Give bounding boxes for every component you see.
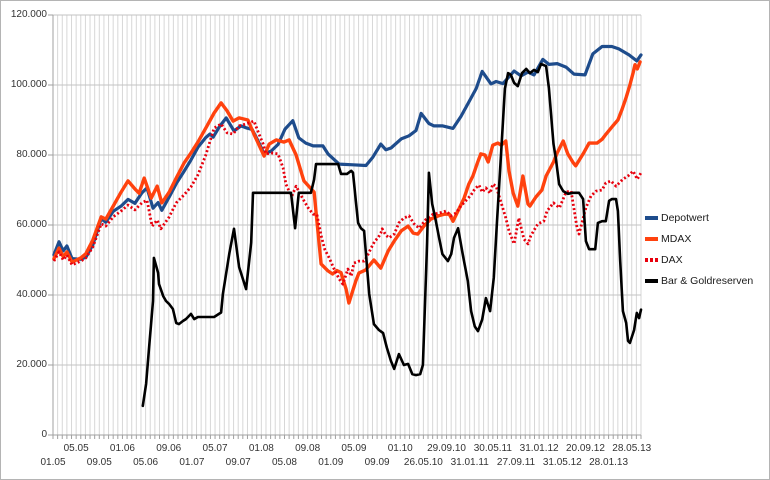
bar-goldreserven-line bbox=[141, 62, 643, 408]
legend-label-depotwert: Depotwert bbox=[661, 211, 709, 224]
x-axis-label: 05.05 bbox=[63, 443, 89, 454]
y-axis-label: 100.000 bbox=[10, 79, 47, 90]
legend-label-mdax: MDAX bbox=[661, 232, 692, 245]
x-axis-label: 30.05.11 bbox=[473, 443, 512, 454]
x-axis-label: 01.10 bbox=[387, 443, 413, 454]
x-axis-label: 09.06 bbox=[156, 443, 182, 454]
x-axis-label: 27.09.11 bbox=[496, 457, 536, 468]
y-axis-label: 40.000 bbox=[16, 289, 47, 300]
legend-item-dax: DAX bbox=[645, 249, 769, 270]
x-axis-label: 09.09 bbox=[364, 457, 390, 468]
x-axis-label: 26.05.10 bbox=[403, 457, 443, 468]
x-axis-label: 29.09.10 bbox=[427, 443, 466, 454]
x-axis-label: 31.01.11 bbox=[450, 457, 489, 468]
y-axis-label: 60.000 bbox=[16, 219, 47, 230]
x-axis-label: 05.09 bbox=[341, 443, 367, 454]
y-axis-label: 80.000 bbox=[16, 149, 47, 160]
x-axis-label: 31.05.12 bbox=[542, 457, 582, 468]
x-axis-label: 09.07 bbox=[225, 457, 251, 468]
x-axis-label: 01.08 bbox=[248, 443, 274, 454]
x-axis-label: 01.05 bbox=[40, 457, 66, 468]
x-axis-label: 31.01.12 bbox=[519, 443, 559, 454]
y-axis-label: 0 bbox=[41, 429, 47, 440]
legend-item-bar-goldreserven: Bar & Goldreserven bbox=[645, 270, 769, 291]
x-axis-label: 05.06 bbox=[133, 457, 159, 468]
bar-goldreserven-line-swatch bbox=[645, 278, 658, 283]
legend: Depotwert MDAX DAX Bar & Goldreserven bbox=[645, 207, 769, 291]
x-axis-label: 09.08 bbox=[295, 443, 321, 454]
x-axis-label: 28.05.13 bbox=[612, 443, 652, 454]
legend-label-bar-goldreserven: Bar & Goldreserven bbox=[661, 274, 754, 287]
mdax-line bbox=[52, 60, 642, 305]
mdax-line-swatch bbox=[645, 236, 658, 241]
dax-line-swatch bbox=[645, 257, 658, 262]
x-axis-label: 05.08 bbox=[271, 457, 297, 468]
x-axis-label: 05.07 bbox=[202, 443, 228, 454]
x-axis-label: 09.05 bbox=[86, 457, 112, 468]
y-axis-label: 120.000 bbox=[10, 9, 47, 20]
x-axis-label: 01.07 bbox=[179, 457, 205, 468]
x-axis-label: 28.01.13 bbox=[589, 457, 629, 468]
legend-label-dax: DAX bbox=[661, 253, 683, 266]
x-axis-label: 01.06 bbox=[109, 443, 135, 454]
legend-item-depotwert: Depotwert bbox=[645, 207, 769, 228]
x-axis-label: 20.09.12 bbox=[565, 443, 605, 454]
legend-item-mdax: MDAX bbox=[645, 228, 769, 249]
y-axis-label: 20.000 bbox=[16, 359, 47, 370]
x-axis-label: 01.09 bbox=[318, 457, 344, 468]
depotwert-line-swatch bbox=[645, 215, 658, 220]
